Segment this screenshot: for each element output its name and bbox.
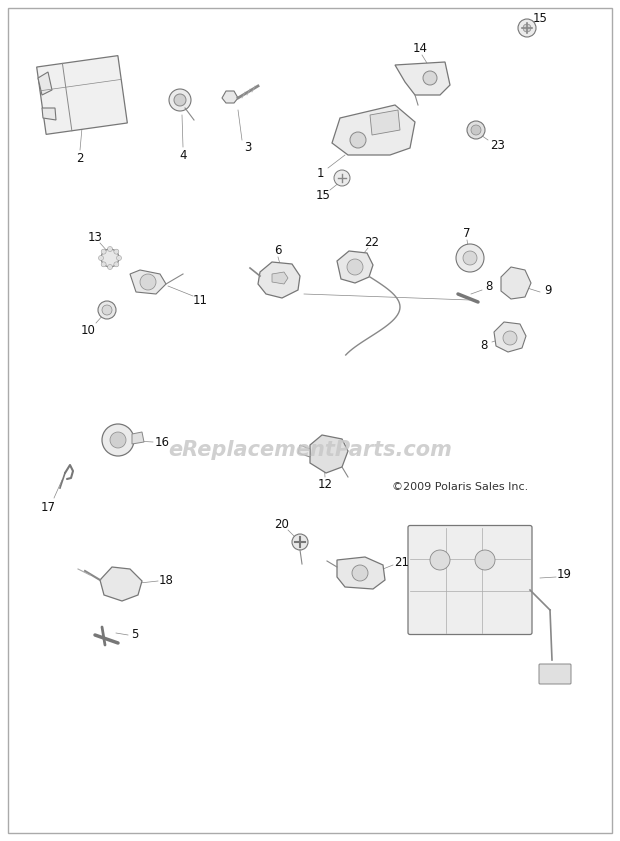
Circle shape [471,125,481,135]
Polygon shape [42,108,56,120]
Circle shape [102,424,134,456]
Text: eReplacementParts.com: eReplacementParts.com [168,440,452,460]
Circle shape [99,256,104,261]
Text: 19: 19 [557,568,572,580]
Polygon shape [501,267,531,299]
Text: 7: 7 [463,226,471,240]
Polygon shape [395,62,450,95]
Circle shape [523,24,531,32]
Polygon shape [370,110,400,135]
Polygon shape [337,251,373,283]
Polygon shape [222,91,238,103]
Text: 8: 8 [480,338,488,352]
Circle shape [463,251,477,265]
Text: 17: 17 [40,500,56,514]
Text: ©2009 Polaris Sales Inc.: ©2009 Polaris Sales Inc. [392,482,528,492]
Text: 23: 23 [490,139,505,151]
Circle shape [423,71,437,85]
Text: 16: 16 [154,436,169,448]
Text: 20: 20 [275,517,290,531]
Circle shape [475,550,495,570]
Text: 15: 15 [316,188,330,202]
Circle shape [101,249,119,267]
Circle shape [347,259,363,275]
Text: 2: 2 [76,151,84,165]
Polygon shape [38,72,52,95]
Circle shape [174,94,186,106]
Circle shape [169,89,191,111]
Text: 10: 10 [81,324,95,336]
Circle shape [110,432,126,448]
Circle shape [98,301,116,319]
Circle shape [107,265,112,269]
Text: 11: 11 [192,294,208,306]
Text: 5: 5 [131,628,139,642]
Circle shape [334,170,350,186]
Text: 22: 22 [365,235,379,248]
Polygon shape [337,557,385,589]
Circle shape [503,331,517,345]
Circle shape [456,244,484,272]
Circle shape [101,262,106,267]
Text: 3: 3 [244,140,252,154]
Polygon shape [332,105,415,155]
Polygon shape [310,435,348,473]
Text: 18: 18 [159,574,174,588]
Circle shape [117,256,122,261]
Text: 15: 15 [533,12,547,24]
Polygon shape [130,270,166,294]
Text: 8: 8 [485,281,493,294]
Text: 4: 4 [179,149,187,161]
FancyBboxPatch shape [539,664,571,684]
Circle shape [101,249,106,254]
Circle shape [114,249,119,254]
Circle shape [467,121,485,139]
Polygon shape [272,272,288,284]
Text: 6: 6 [274,244,281,257]
Circle shape [102,305,112,315]
Circle shape [107,246,112,251]
Polygon shape [258,262,300,298]
Text: 14: 14 [412,41,428,55]
Polygon shape [37,56,127,135]
Polygon shape [100,567,142,601]
Circle shape [292,534,308,550]
Circle shape [114,262,119,267]
FancyBboxPatch shape [408,526,532,634]
Text: 13: 13 [87,230,102,244]
Circle shape [518,19,536,37]
Circle shape [140,274,156,290]
Polygon shape [494,322,526,352]
Text: 1: 1 [316,167,324,179]
Polygon shape [132,432,144,444]
Circle shape [352,565,368,581]
Text: 21: 21 [394,556,409,569]
Circle shape [430,550,450,570]
Text: 12: 12 [317,478,332,490]
Polygon shape [298,445,310,457]
Text: 9: 9 [544,283,552,297]
Circle shape [350,132,366,148]
